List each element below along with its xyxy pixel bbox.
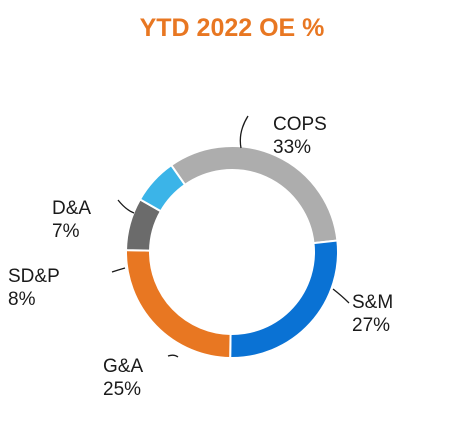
slice-label-d-and-a: D&A: [52, 198, 91, 219]
leader-line-s-and-m: [332, 288, 350, 304]
slice-label-sd-and-p: SD&P: [8, 266, 60, 287]
leader-lines: [111, 115, 350, 358]
leader-line-cops: [239, 115, 249, 149]
slice-label-g-and-a: G&A: [103, 356, 143, 377]
slice-label-cops: COPS: [273, 114, 327, 135]
slice-g-and-a: [125, 249, 232, 360]
slice-s-and-m: [229, 239, 339, 359]
slice-value-cops: 33%: [273, 137, 311, 158]
slice-value-sd-and-p: 8%: [8, 289, 36, 310]
slice-value-d-and-a: 7%: [52, 221, 80, 242]
leader-line-sd-and-p: [111, 267, 126, 273]
slice-label-s-and-m: S&M: [352, 292, 393, 313]
slice-cops: [169, 145, 339, 245]
leader-line-d-and-a: [117, 199, 135, 214]
chart-title: YTD 2022 OE %: [139, 14, 325, 42]
slice-value-g-and-a: 25%: [103, 379, 141, 400]
leader-line-g-and-a: [167, 354, 179, 358]
slice-d-and-a: [138, 163, 187, 213]
slice-value-s-and-m: 27%: [352, 315, 390, 336]
donut-slices: [124, 145, 339, 360]
